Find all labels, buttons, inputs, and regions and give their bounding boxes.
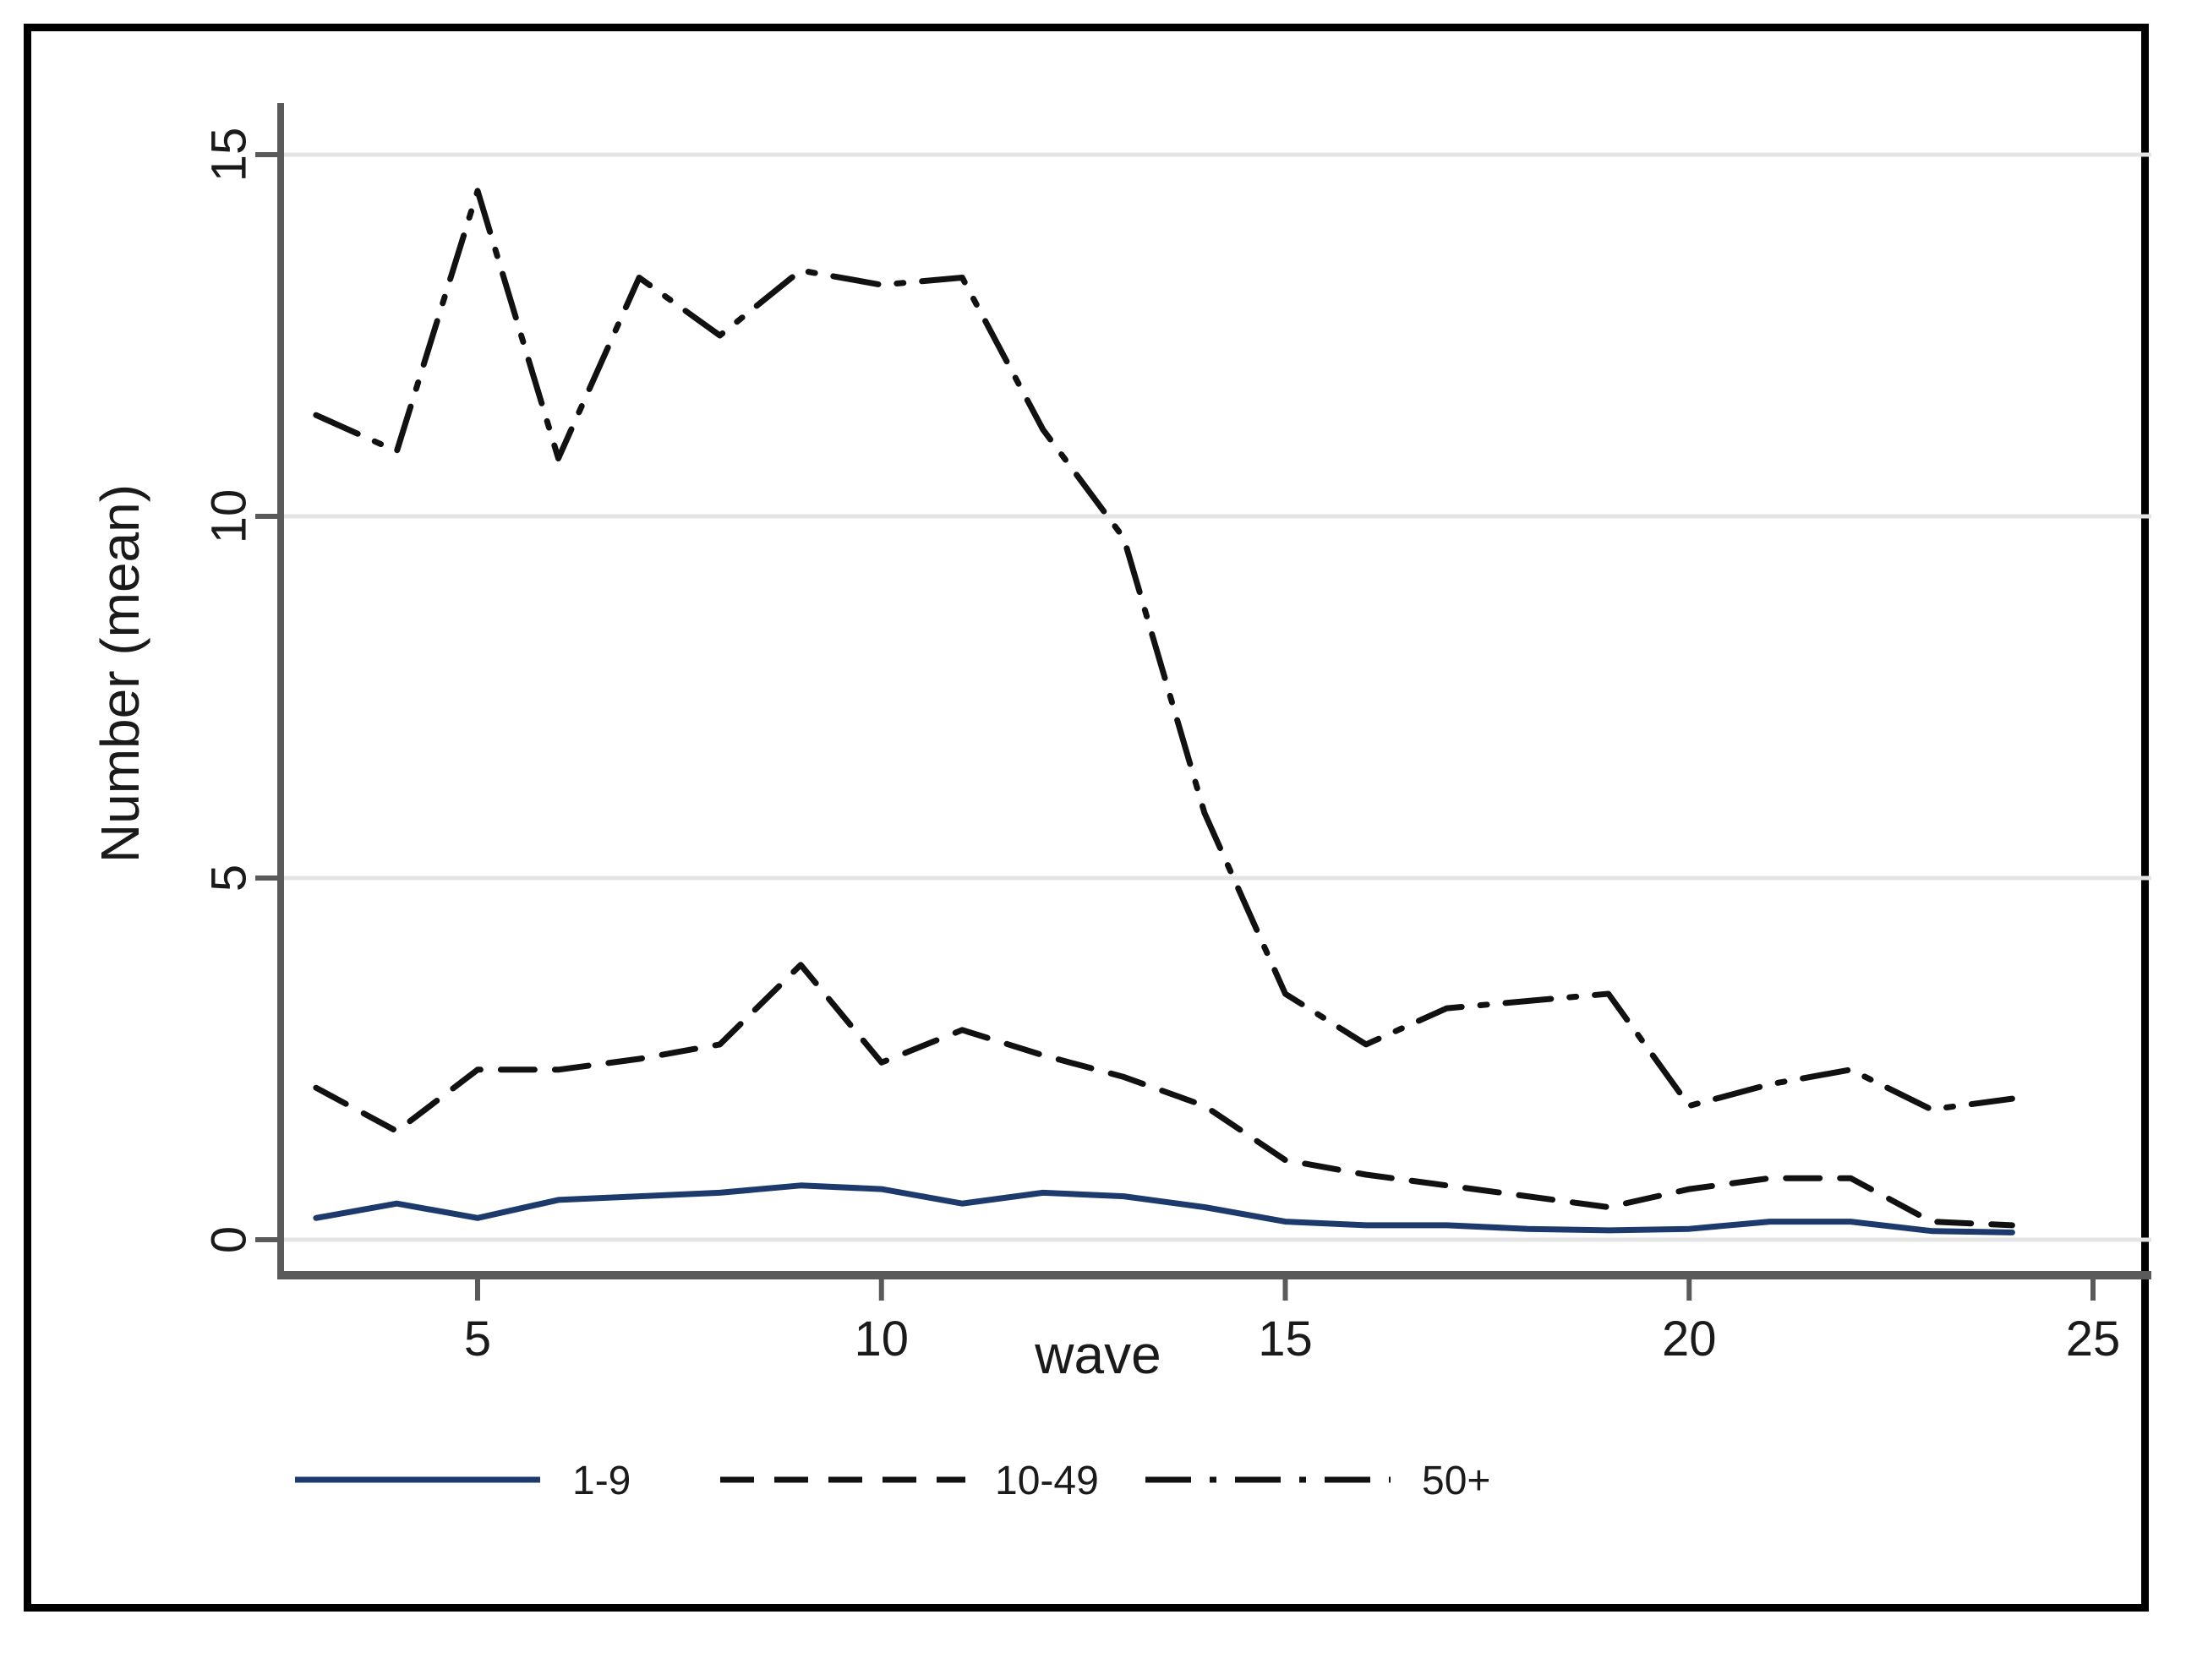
gridlines-group [281, 152, 2151, 1242]
legend-label: 1-9 [572, 1459, 631, 1503]
axes-group: 0 5 10 15 5 10 15 20 25 [201, 103, 2151, 1366]
chart-frame: 0 5 10 15 5 10 15 20 25 wave Number (mean) 1-9 1… [24, 24, 2151, 1612]
x-tick-label-5: 5 [464, 1312, 491, 1366]
legend-item: 1-9 [295, 1459, 631, 1503]
y-tick-label-10: 10 [201, 489, 256, 544]
y-tick-label-5: 5 [201, 865, 256, 892]
y-tick-label-15: 15 [201, 128, 256, 183]
legend-item: 50+ [1145, 1459, 1490, 1503]
series-group [313, 188, 2015, 1235]
legend: 1-9 10-49 50+ [295, 1459, 1490, 1503]
x-tick-label-15: 15 [1258, 1312, 1313, 1366]
legend-label: 50+ [1422, 1459, 1490, 1503]
x-axis-title: wave [1034, 1324, 1161, 1385]
x-tick-label-20: 20 [1662, 1312, 1717, 1366]
y-axis-title: Number (mean) [90, 484, 150, 863]
series-line-50+ [313, 188, 2015, 1113]
x-tick-label-25: 25 [2066, 1312, 2121, 1366]
series-line-1-9 [313, 1182, 2015, 1235]
legend-label: 10-49 [995, 1459, 1099, 1503]
y-tick-label-0: 0 [201, 1226, 256, 1253]
series-line-10-49 [313, 962, 2015, 1229]
legend-item: 10-49 [720, 1459, 1099, 1503]
chart-canvas: 0 5 10 15 5 10 15 20 25 wave Number (mean) 1-9 1… [90, 103, 2151, 1503]
x-tick-label-10: 10 [854, 1312, 909, 1366]
